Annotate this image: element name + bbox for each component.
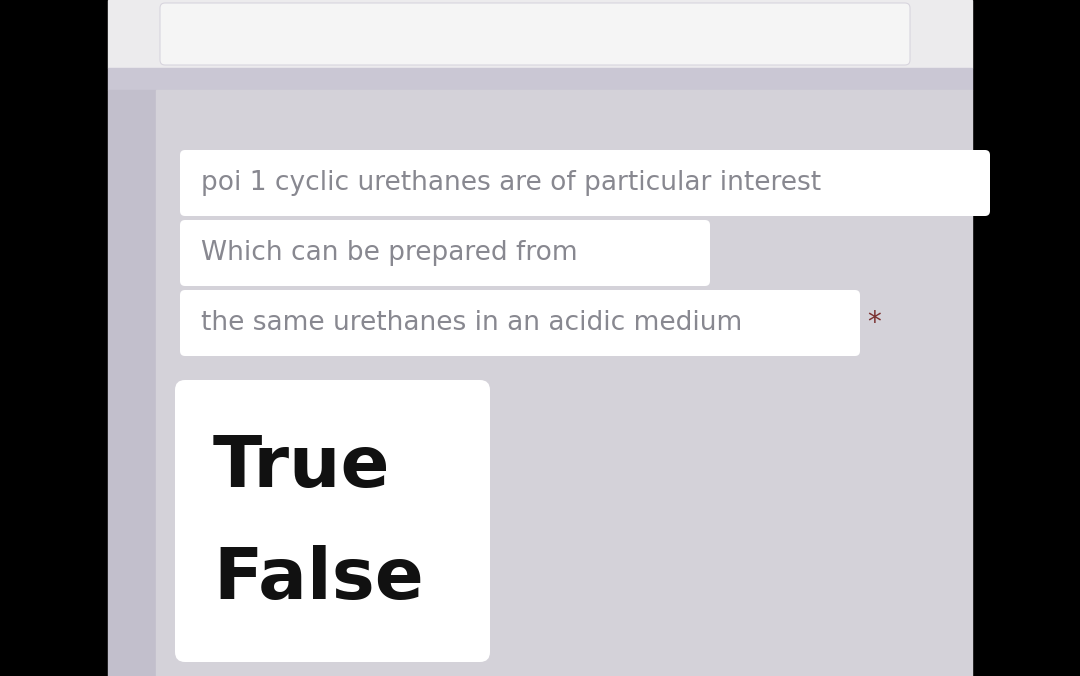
FancyBboxPatch shape (180, 290, 860, 356)
FancyBboxPatch shape (180, 220, 710, 286)
Bar (972, 0, 1080, 676)
FancyBboxPatch shape (180, 150, 990, 216)
Bar (156, 90, 972, 676)
Text: False: False (213, 546, 423, 614)
Bar (108, 0, 972, 68)
Bar (108, 68, 972, 90)
Text: True: True (213, 433, 391, 502)
Bar (0, 0, 108, 676)
Text: the same urethanes in an acidic medium: the same urethanes in an acidic medium (201, 310, 742, 336)
Text: *: * (867, 309, 881, 337)
FancyBboxPatch shape (160, 3, 910, 65)
Text: poi 1 cyclic urethanes are of particular interest: poi 1 cyclic urethanes are of particular… (201, 170, 821, 196)
Text: Which can be prepared from: Which can be prepared from (201, 240, 578, 266)
Bar (108, 90, 156, 676)
FancyBboxPatch shape (175, 380, 490, 662)
